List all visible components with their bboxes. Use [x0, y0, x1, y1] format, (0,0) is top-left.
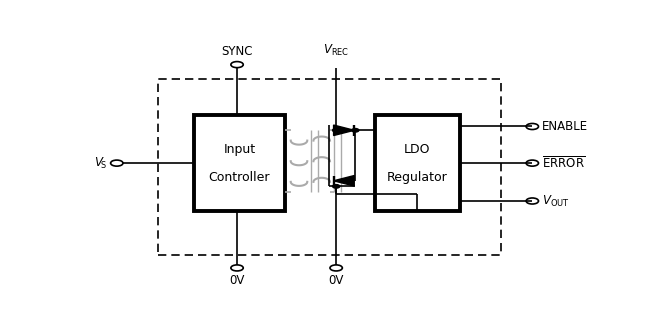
Circle shape: [352, 129, 359, 132]
Text: 0V: 0V: [328, 274, 344, 287]
Circle shape: [332, 129, 340, 132]
Text: 0V: 0V: [229, 274, 244, 287]
Text: $V_{\mathrm{REC}}$: $V_{\mathrm{REC}}$: [323, 43, 350, 58]
FancyBboxPatch shape: [194, 115, 284, 211]
Polygon shape: [334, 175, 354, 186]
Text: LDO: LDO: [404, 143, 431, 156]
Polygon shape: [334, 125, 354, 135]
Text: $V_{\mathrm{OUT}}$: $V_{\mathrm{OUT}}$: [541, 194, 569, 209]
Text: ENABLE: ENABLE: [541, 120, 587, 133]
Text: $V_{\!\mathrm{S}}$: $V_{\!\mathrm{S}}$: [94, 155, 107, 171]
Text: Input: Input: [223, 143, 256, 156]
Text: $\overline{\mathrm{ERROR}}$: $\overline{\mathrm{ERROR}}$: [541, 155, 585, 171]
Text: Regulator: Regulator: [387, 171, 448, 183]
Text: SYNC: SYNC: [221, 45, 253, 58]
FancyBboxPatch shape: [375, 115, 460, 211]
Text: Controller: Controller: [208, 171, 270, 183]
Circle shape: [332, 185, 340, 188]
